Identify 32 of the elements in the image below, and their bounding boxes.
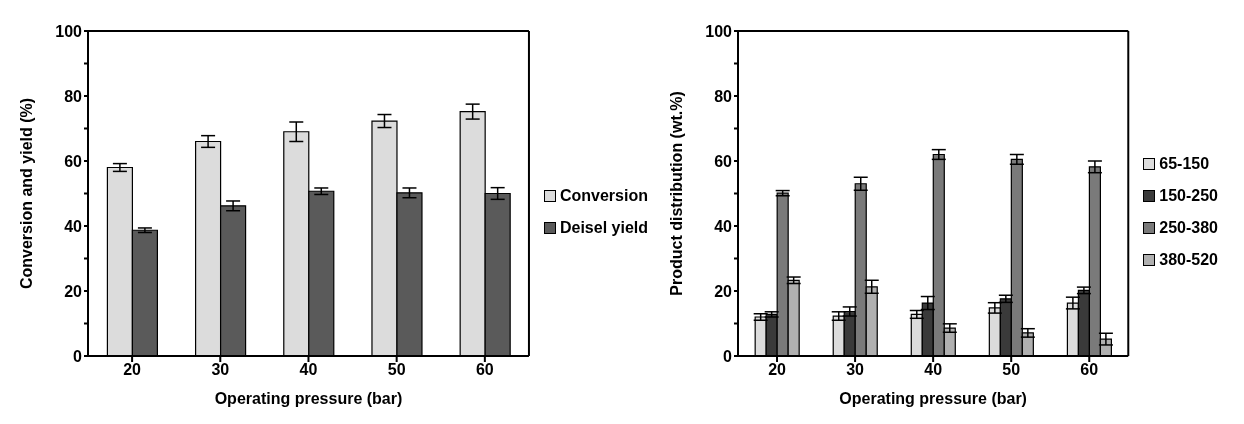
x-axis-title: Operating pressure (bar) — [214, 390, 403, 407]
y-tick-label: 100 — [705, 22, 733, 40]
y-tick-label: 40 — [714, 217, 733, 235]
x-tick-label: 20 — [768, 361, 787, 379]
legend-label: Deisel yield — [559, 219, 648, 237]
x-tick-label: 40 — [299, 361, 318, 379]
x-tick-label: 60 — [475, 361, 494, 379]
legend-label: Conversion — [559, 187, 648, 205]
x-tick-label: 20 — [123, 361, 142, 379]
legend-label: 65-150 — [1159, 155, 1210, 173]
legend-label: 150-250 — [1159, 187, 1218, 205]
x-tick-label: 40 — [924, 361, 943, 379]
x-axis-title: Operating pressure (bar) — [839, 390, 1027, 407]
y-tick-label: 0 — [723, 347, 733, 365]
y-tick-label: 0 — [73, 347, 83, 365]
x-tick-label: 60 — [1080, 361, 1099, 379]
x-tick-label: 50 — [1002, 361, 1021, 379]
legend-label: 380-520 — [1159, 251, 1218, 269]
y-tick-label: 80 — [64, 87, 83, 105]
y-tick-label: 60 — [714, 152, 733, 170]
x-tick-label: 30 — [211, 361, 230, 379]
x-tick-label: 30 — [846, 361, 865, 379]
y-tick-label: 20 — [714, 282, 733, 300]
y-tick-label: 100 — [55, 22, 83, 40]
y-tick-label: 80 — [714, 87, 733, 105]
y-tick-label: 20 — [64, 282, 83, 300]
x-tick-label: 50 — [387, 361, 406, 379]
y-axis-title: Conversion and yield (%) — [17, 97, 35, 290]
y-tick-label: 40 — [64, 217, 83, 235]
y-axis-title: Product distribution (wt.%) — [667, 91, 685, 296]
legend-label: 250-380 — [1159, 219, 1218, 237]
y-tick-label: 60 — [64, 152, 83, 170]
